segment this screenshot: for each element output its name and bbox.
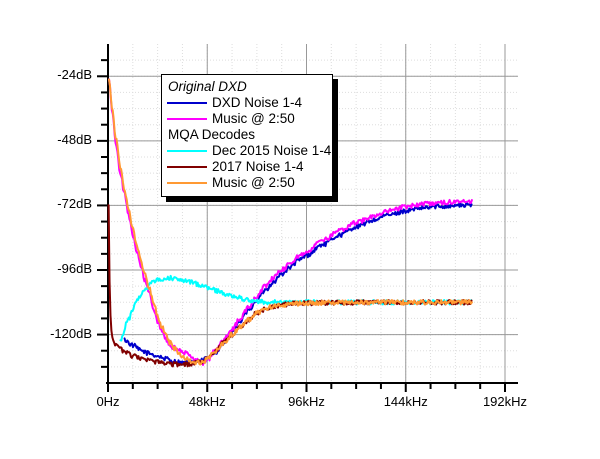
x-tick-label: 0Hz — [96, 394, 120, 409]
legend-group-title: MQA Decodes — [168, 127, 256, 142]
y-tick-label: -96dB — [57, 261, 92, 276]
x-tick-label: 144kHz — [383, 394, 428, 409]
legend-item-label: Music @ 2:50 — [212, 175, 295, 190]
series-line — [123, 202, 473, 366]
legend-item[interactable]: Music @ 2:50 — [167, 111, 327, 127]
legend-item[interactable]: Dec 2015 Noise 1-4 — [167, 143, 331, 159]
data-series-layer — [107, 78, 473, 368]
legend-item[interactable]: DXD Noise 1-4 — [167, 95, 327, 111]
legend-color-swatch — [167, 166, 207, 168]
legend-color-swatch — [167, 102, 207, 104]
x-tick-label: 192kHz — [482, 394, 528, 409]
legend-color-swatch — [167, 118, 207, 120]
x-tick-label: 96kHz — [288, 394, 325, 409]
series-line — [119, 274, 473, 342]
legend-item-label: DXD Noise 1-4 — [212, 95, 303, 110]
x-tick-label: 48kHz — [188, 394, 226, 409]
legend-item-label: 2017 Noise 1-4 — [212, 159, 304, 174]
y-tick-label: -48dB — [57, 131, 92, 147]
legend-color-swatch — [167, 150, 207, 152]
legend-group-title: Original DXD — [168, 79, 247, 94]
y-tick-label: -24dB — [57, 67, 92, 83]
series-line — [108, 78, 473, 366]
chart-legend: Original DXD DXD Noise 1-4 Music @ 2:50 MQA… — [161, 74, 333, 197]
legend-item-label: Dec 2015 Noise 1-4 — [212, 143, 332, 158]
y-tick-label: -120dB — [50, 325, 92, 341]
y-tick-label: -72dB — [57, 196, 92, 212]
legend-item[interactable]: 2017 Noise 1-4 — [167, 159, 327, 175]
legend-item-label: Music @ 2:50 — [212, 111, 295, 126]
axis-ticks — [97, 59, 506, 392]
legend-color-swatch — [167, 182, 207, 184]
legend-item[interactable]: Music @ 2:50 — [167, 175, 327, 191]
